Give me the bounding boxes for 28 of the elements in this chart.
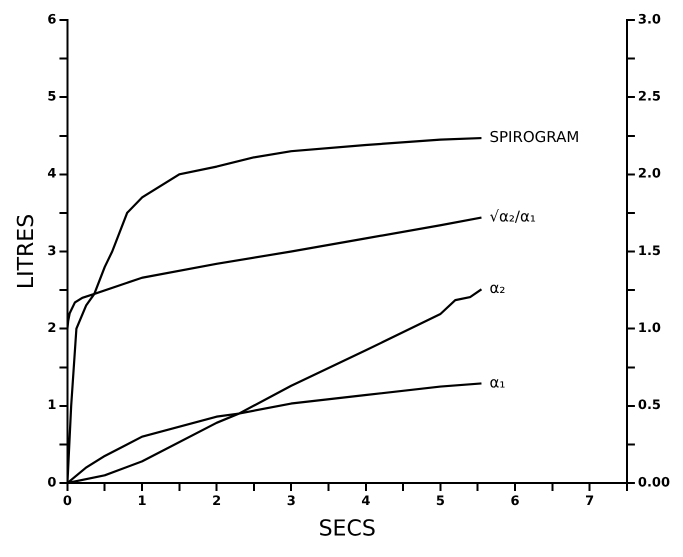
- x-tick-label: 2: [212, 494, 222, 510]
- y-tick-label: 0: [47, 475, 56, 490]
- x-tick-label: 3: [286, 494, 296, 510]
- y2-tick-label: 0.00: [638, 475, 670, 490]
- x-tick-label: 6: [510, 494, 520, 510]
- x-tick-label: 7: [585, 494, 594, 510]
- series-label: α₁: [489, 373, 506, 392]
- y-tick-label: 5: [47, 90, 56, 105]
- x-tick-label: 5: [436, 494, 445, 510]
- series-label: SPIROGRAM: [489, 128, 580, 146]
- x-tick-label: 4: [361, 494, 370, 510]
- y-tick-label: 1: [47, 398, 56, 414]
- y2-tick-label: 2.0: [638, 166, 661, 182]
- y-tick-label: 2: [47, 321, 56, 336]
- x-axis-title: SECS: [318, 516, 376, 542]
- y2-tick-label: 3.0: [638, 12, 661, 28]
- series-label: √α₂/α₁: [489, 207, 536, 226]
- y-tick-label: 3: [47, 244, 56, 259]
- y-tick-label: 4: [47, 166, 56, 182]
- y-axis-title: LITRES: [14, 214, 39, 290]
- series-label: α₂: [489, 279, 506, 298]
- y2-tick-label: 1.0: [638, 321, 661, 336]
- y2-tick-label: 0.5: [638, 398, 661, 414]
- y-tick-label: 6: [47, 12, 56, 28]
- y2-tick-label: 2.5: [638, 90, 661, 105]
- x-tick-label: 0: [62, 494, 72, 510]
- y2-tick-label: 1.5: [638, 244, 661, 259]
- x-tick-label: 1: [138, 494, 147, 510]
